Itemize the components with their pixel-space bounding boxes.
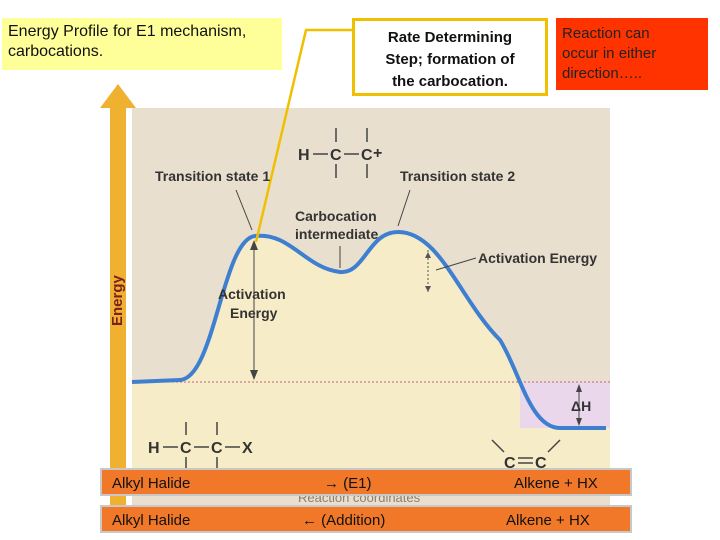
rds-line-2: Step; formation of [385, 51, 515, 68]
alkyl-halide-structure: H C C X [148, 440, 253, 457]
energy-fill-region [132, 382, 610, 470]
title-text: Energy Profile for E1 mechanism, carboca… [8, 23, 247, 60]
bar2-reactant: Alkyl Halide [112, 512, 191, 529]
bar1-direction: → (E1) [324, 475, 372, 492]
energy-axis-arrow-head [100, 84, 136, 108]
delta-h-region [520, 382, 610, 428]
rev-line-2: occur in either [562, 45, 657, 62]
svg-text:X: X [242, 440, 253, 457]
rds-line-3: the carbocation. [392, 73, 508, 90]
bar2-direction: ← (Addition) [302, 512, 386, 529]
activation-arrow-1-top-head [250, 240, 258, 250]
carbocation-label-line1: Carbocation [295, 208, 377, 224]
transition-state-1-label: Transition state 1 [155, 168, 270, 184]
svg-text:C: C [504, 455, 516, 472]
rev-line-3: direction….. [562, 65, 643, 82]
svg-text:+: + [373, 145, 382, 162]
ts2-pointer [397, 189, 411, 227]
activation-energy-2-pointer [435, 257, 477, 271]
rds-connector-line [254, 28, 352, 243]
bar2-product: Alkene + HX [506, 512, 590, 529]
energy-curve [131, 229, 606, 430]
energy-axis-arrow-shaft [110, 106, 126, 526]
activation-arrow-2-bottom-head [425, 286, 431, 292]
alkene-structure: C C [504, 455, 547, 472]
carbocation-label-line2: intermediate [295, 226, 378, 242]
activation-energy-2-label: Activation Energy [478, 250, 597, 266]
alkyl-halide-bonds [163, 422, 240, 468]
curve-fill [132, 232, 610, 428]
activation-energy-1-line2: Energy [230, 305, 278, 321]
svg-text:C: C [330, 147, 342, 164]
reversible-reaction-box: Reaction can occur in either direction….… [556, 18, 708, 90]
activation-arrow-1-bottom-head [250, 370, 258, 380]
delta-h-label: ΔH [571, 398, 591, 414]
delta-h-arrow-top-head [576, 384, 582, 392]
alkene-bonds [491, 439, 561, 464]
bar1-reactant: Alkyl Halide [112, 475, 191, 492]
svg-text:H: H [148, 440, 160, 457]
carbocation-bonds [313, 128, 368, 178]
carbocation-structure: H C C + [298, 145, 382, 164]
bar1-product: Alkene + HX [514, 475, 598, 492]
title-box: Energy Profile for E1 mechanism, carboca… [2, 18, 282, 70]
rds-line-1: Rate Determining [387, 29, 513, 46]
rate-determining-step-box: Rate Determining Step; formation of the … [352, 18, 548, 96]
e1-reaction-bar: Alkyl Halide → (E1) Alkene + HX [100, 468, 632, 496]
transition-state-2-label: Transition state 2 [400, 168, 515, 184]
svg-text:C: C [180, 440, 192, 457]
addition-reaction-bar: Alkyl Halide ← (Addition) Alkene + HX [100, 505, 632, 533]
activation-arrow-2-top-head [425, 252, 431, 258]
svg-text:H: H [298, 147, 310, 164]
rev-line-1: Reaction can [562, 25, 650, 42]
svg-text:C: C [211, 440, 223, 457]
y-axis-label: Energy [109, 274, 126, 326]
delta-h-arrow-bottom-head [576, 418, 582, 426]
ts1-pointer [235, 189, 253, 231]
svg-text:C: C [361, 147, 373, 164]
activation-energy-1-line1: Activation [218, 286, 286, 302]
svg-text:C: C [535, 455, 547, 472]
